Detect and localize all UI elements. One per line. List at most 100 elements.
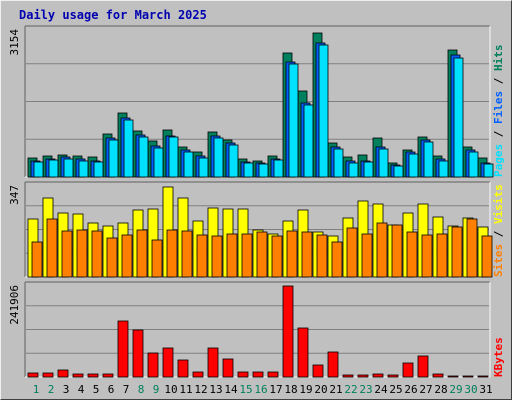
bar-pages-day-13	[213, 137, 224, 178]
bar-kbytes-day-28	[432, 373, 444, 378]
bar-pages-day-5	[93, 161, 104, 178]
legend-label: Files	[492, 91, 505, 124]
day-label-14: 14	[224, 383, 238, 396]
bar-kbytes-day-12	[192, 371, 204, 378]
bar-kbytes-day-8	[132, 329, 144, 378]
panel-kbytes-ymax-label: 241906	[8, 285, 21, 325]
bar-kbytes-day-4	[72, 373, 84, 378]
bar-pages-day-20	[318, 44, 329, 178]
bar-kbytes-day-17	[267, 371, 279, 378]
legend-label: KBytes	[492, 337, 505, 377]
panel-visits-sites-legend: Sites / Visits	[492, 184, 505, 277]
bar-kbytes-day-31	[477, 375, 489, 378]
bar-kbytes-day-30	[462, 375, 474, 378]
bar-kbytes-day-11	[177, 359, 189, 378]
legend-label: Sites	[492, 244, 505, 277]
day-label-1: 1	[33, 383, 40, 396]
bar-pages-day-24	[378, 148, 389, 178]
day-label-15: 15	[239, 383, 252, 396]
bar-sites-day-3	[61, 230, 73, 278]
bar-pages-day-23	[363, 161, 374, 178]
chart-title: Daily usage for March 2025	[19, 8, 207, 22]
bar-pages-day-29	[453, 57, 464, 178]
bar-pages-day-4	[78, 160, 89, 178]
bar-pages-day-30	[468, 151, 479, 178]
bar-kbytes-day-9	[147, 352, 159, 378]
bar-sites-day-23	[361, 233, 373, 278]
day-label-10: 10	[164, 383, 177, 396]
day-label-21: 21	[329, 383, 342, 396]
bar-sites-day-13	[211, 235, 223, 278]
bar-pages-day-12	[198, 157, 209, 178]
bar-pages-day-21	[333, 148, 344, 178]
bar-sites-day-19	[301, 231, 313, 278]
day-label-11: 11	[179, 383, 192, 396]
bar-sites-day-16	[256, 231, 268, 278]
bar-kbytes-day-6	[102, 373, 114, 378]
day-label-26: 26	[404, 383, 417, 396]
bar-pages-day-27	[423, 141, 434, 178]
bar-sites-day-25	[391, 224, 403, 278]
bar-pages-day-18	[288, 63, 299, 178]
bar-pages-day-7	[123, 119, 134, 178]
bar-pages-day-22	[348, 162, 359, 178]
bar-kbytes-day-29	[447, 375, 459, 378]
day-label-19: 19	[299, 383, 312, 396]
day-label-9: 9	[153, 383, 160, 396]
bar-pages-day-1	[33, 161, 44, 178]
bar-pages-day-6	[108, 139, 119, 178]
bar-sites-day-21	[331, 241, 343, 278]
bar-kbytes-day-13	[207, 347, 219, 378]
bar-kbytes-day-19	[297, 327, 309, 378]
bar-sites-day-8	[136, 229, 148, 278]
bar-sites-day-18	[286, 230, 298, 278]
day-label-18: 18	[284, 383, 297, 396]
bar-sites-day-31	[481, 235, 493, 278]
panel-hits-files-pages-legend: Pages / Files / Hits	[492, 45, 505, 178]
day-label-7: 7	[123, 383, 130, 396]
day-label-28: 28	[434, 383, 447, 396]
day-label-29: 29	[449, 383, 462, 396]
bar-sites-day-12	[196, 234, 208, 278]
bar-pages-day-26	[408, 153, 419, 178]
bar-sites-day-24	[376, 222, 388, 278]
bar-kbytes-day-18	[282, 285, 294, 378]
bar-sites-day-4	[76, 229, 88, 278]
bar-sites-day-15	[241, 233, 253, 278]
day-label-12: 12	[194, 383, 207, 396]
bar-pages-day-9	[153, 147, 164, 178]
day-label-30: 30	[464, 383, 477, 396]
bar-sites-day-17	[271, 235, 283, 278]
legend-label: /	[492, 224, 505, 244]
bar-pages-day-2	[48, 159, 59, 178]
bar-kbytes-day-15	[237, 371, 249, 378]
day-label-2: 2	[48, 383, 55, 396]
bar-kbytes-day-1	[27, 372, 39, 378]
day-label-20: 20	[314, 383, 327, 396]
bar-kbytes-day-23	[357, 374, 369, 378]
bar-sites-day-29	[451, 226, 463, 278]
bar-kbytes-day-20	[312, 364, 324, 378]
panel-visits-sites-ymax-label: 347	[8, 185, 21, 205]
bar-sites-day-22	[346, 227, 358, 278]
bar-kbytes-day-10	[162, 347, 174, 378]
legend-label: /	[492, 124, 505, 144]
bar-sites-day-28	[436, 233, 448, 278]
bar-sites-day-27	[421, 234, 433, 278]
bar-kbytes-day-24	[372, 373, 384, 378]
day-label-27: 27	[419, 383, 432, 396]
bar-sites-day-30	[466, 218, 478, 278]
bar-sites-day-1	[31, 241, 43, 278]
bar-pages-day-17	[273, 159, 284, 178]
bar-kbytes-day-3	[57, 369, 69, 378]
bar-sites-day-20	[316, 234, 328, 278]
day-label-24: 24	[374, 383, 388, 396]
day-label-6: 6	[108, 383, 115, 396]
bar-kbytes-day-25	[387, 374, 399, 378]
bar-sites-day-26	[406, 231, 418, 278]
day-label-31: 31	[479, 383, 492, 396]
day-label-22: 22	[344, 383, 357, 396]
panel-kbytes-legend: KBytes	[492, 337, 505, 377]
day-label-8: 8	[138, 383, 145, 396]
